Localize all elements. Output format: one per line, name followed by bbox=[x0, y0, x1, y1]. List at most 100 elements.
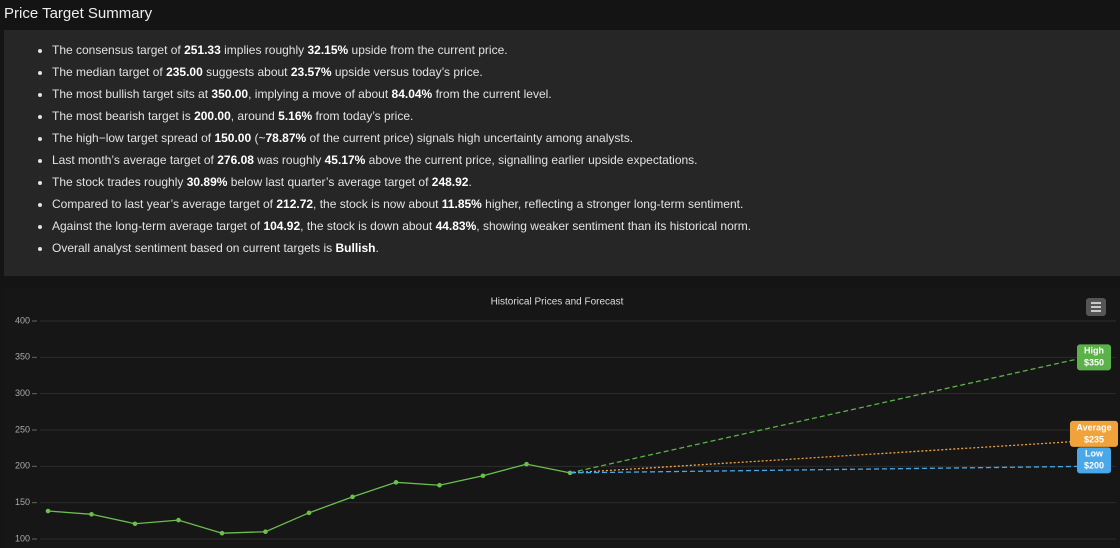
forecast-line bbox=[569, 356, 1086, 474]
y-tick-label: 100 bbox=[15, 533, 30, 543]
y-tick-label: 400 bbox=[15, 315, 30, 325]
summary-bullet: The most bearish target is 200.00, aroun… bbox=[52, 105, 751, 127]
forecast-line bbox=[569, 440, 1086, 474]
menu-button[interactable] bbox=[1086, 298, 1106, 316]
forecast-name: Average bbox=[1076, 422, 1111, 432]
price-point bbox=[480, 473, 486, 479]
bullet-text: . bbox=[468, 175, 472, 189]
highlight: 212.72 bbox=[276, 197, 314, 211]
bullet-text: , showing weaker sentiment than its hist… bbox=[476, 219, 752, 233]
y-tick-label: 300 bbox=[15, 388, 30, 398]
highlight: 5.16% bbox=[278, 109, 313, 123]
page-title: Price Target Summary bbox=[4, 5, 153, 22]
bullet-text: The most bearish target is bbox=[52, 109, 195, 123]
forecast-label-box bbox=[1077, 447, 1111, 474]
chart-panel bbox=[4, 288, 1120, 548]
bullet-text: was roughly bbox=[253, 153, 325, 167]
highlight: 276.08 bbox=[217, 153, 254, 167]
bullet-text: from the current level. bbox=[432, 87, 552, 101]
forecast-value-label: $200 bbox=[1084, 461, 1104, 471]
forecast-value-label: $235 bbox=[1084, 434, 1104, 444]
summary-bullet: The high−low target spread of 150.00 (~7… bbox=[52, 127, 751, 149]
summary-bullet: Overall analyst sentiment based on curre… bbox=[52, 237, 751, 259]
bullet-text: . bbox=[375, 241, 379, 255]
bullet-text: suggests about bbox=[202, 65, 291, 79]
forecast-name: High bbox=[1084, 346, 1104, 356]
highlight: 11.85% bbox=[441, 197, 482, 211]
bullet-text: Last month’s average target of bbox=[52, 153, 218, 167]
bullet-text: upside from the current price. bbox=[348, 43, 508, 57]
summary-bullet: The stock trades roughly 30.89% below la… bbox=[52, 171, 751, 193]
y-tick-label: 250 bbox=[15, 424, 30, 434]
y-tick-label: 350 bbox=[15, 352, 30, 362]
bullet-text: higher, reflecting a stronger long-term … bbox=[481, 197, 744, 211]
highlight: 78.87% bbox=[265, 131, 307, 145]
highlight: 200.00 bbox=[194, 109, 231, 123]
highlight: 45.17% bbox=[324, 153, 366, 167]
highlight: 23.57% bbox=[290, 65, 332, 79]
summary-list: The consensus target of 251.33 implies r… bbox=[4, 39, 751, 259]
price-point bbox=[89, 511, 94, 517]
summary-panel: The consensus target of 251.33 implies r… bbox=[4, 30, 1120, 276]
highlight: Bullish bbox=[335, 241, 376, 255]
forecast-label-box bbox=[1077, 344, 1111, 371]
chart-title: Historical Prices and Forecast bbox=[491, 297, 624, 308]
highlight: 44.83% bbox=[435, 219, 477, 233]
bullet-text: Overall analyst sentiment based on curre… bbox=[52, 241, 336, 255]
price-point bbox=[524, 461, 529, 467]
summary-bullet: The consensus target of 251.33 implies r… bbox=[52, 39, 751, 61]
y-tick-label: 200 bbox=[15, 461, 30, 471]
highlight: 350.00 bbox=[211, 87, 249, 101]
forecast-name: Low bbox=[1085, 449, 1104, 459]
highlight: 32.15% bbox=[307, 43, 349, 57]
price-point bbox=[437, 482, 442, 488]
highlight: 30.89% bbox=[186, 175, 228, 189]
price-point bbox=[219, 530, 225, 536]
summary-bullet: The most bullish target sits at 350.00, … bbox=[52, 83, 751, 105]
bullet-text: , implying a move of about bbox=[248, 87, 392, 101]
price-point bbox=[132, 521, 138, 527]
bullet-text: The stock trades roughly bbox=[52, 175, 187, 189]
price-point bbox=[45, 508, 51, 514]
bullet-text: The median target of bbox=[52, 65, 167, 79]
summary-bullet: Against the long-term average target of … bbox=[52, 215, 751, 237]
bullet-text: The high−low target spread of bbox=[52, 131, 215, 145]
bullet-text: below last quarter’s average target of bbox=[227, 175, 432, 189]
price-point bbox=[263, 529, 268, 535]
forecast-label-box bbox=[1070, 420, 1118, 447]
price-line bbox=[47, 463, 571, 534]
forecast-value-label: $350 bbox=[1084, 358, 1104, 368]
y-tick-label: 150 bbox=[15, 497, 30, 507]
highlight: 84.04% bbox=[391, 87, 433, 101]
bullet-text: Against the long-term average target of bbox=[52, 219, 264, 233]
bullet-text: upside versus today’s price. bbox=[331, 65, 483, 79]
highlight: 150.00 bbox=[214, 131, 252, 145]
summary-bullet: Compared to last year’s average target o… bbox=[52, 193, 751, 215]
price-point bbox=[176, 517, 181, 523]
summary-bullet: The median target of 235.00 suggests abo… bbox=[52, 61, 751, 83]
highlight: 235.00 bbox=[166, 65, 203, 79]
highlight: 248.92 bbox=[431, 175, 469, 189]
bullet-text: above the current price, signalling earl… bbox=[365, 153, 698, 167]
bullet-text: , the stock is now about bbox=[313, 197, 442, 211]
highlight: 251.33 bbox=[184, 43, 221, 57]
price-point bbox=[393, 480, 399, 485]
bullet-text: Compared to last year’s average target o… bbox=[52, 197, 277, 211]
bullet-text: implies roughly bbox=[220, 43, 308, 57]
bullet-text: of the current price) signals high uncer… bbox=[306, 131, 634, 145]
price-point bbox=[350, 494, 355, 500]
summary-bullet: Last month’s average target of 276.08 wa… bbox=[52, 149, 751, 171]
menu-icon[interactable] bbox=[1091, 302, 1101, 312]
highlight: 104.92 bbox=[263, 219, 301, 233]
bullet-text: (~ bbox=[251, 131, 266, 145]
forecast-line bbox=[569, 465, 1086, 474]
bullet-text: The most bullish target sits at bbox=[52, 87, 212, 101]
bullet-text: , around bbox=[230, 109, 279, 123]
bullet-text: from today’s price. bbox=[312, 109, 414, 123]
price-point bbox=[567, 470, 573, 476]
price-point bbox=[306, 510, 312, 516]
bullet-text: The consensus target of bbox=[52, 43, 185, 57]
bullet-text: , the stock is down about bbox=[300, 219, 436, 233]
